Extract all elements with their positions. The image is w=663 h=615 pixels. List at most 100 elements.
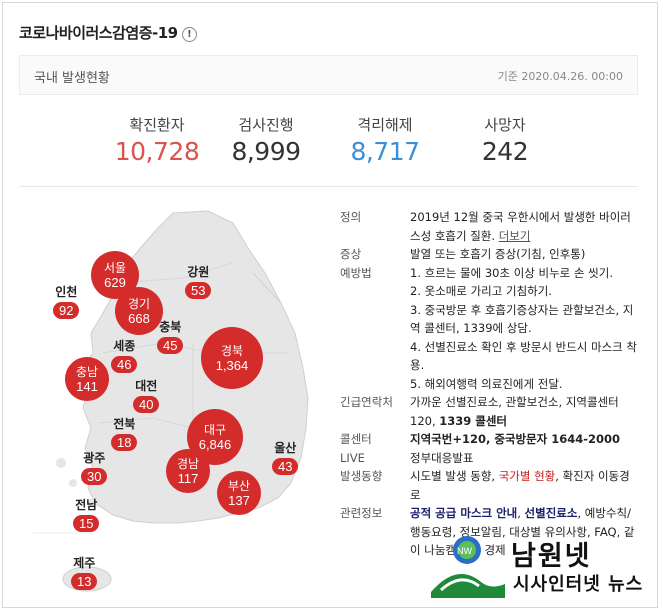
region-name: 인천 [55, 285, 78, 299]
region-count: 92 [53, 302, 80, 319]
stat-confirmed: 확진환자 10,728 [102, 114, 212, 166]
region-count: 141 [76, 378, 98, 394]
region-label-gangwon[interactable]: 강원 53 [185, 263, 212, 299]
region-count: 13 [71, 573, 98, 590]
more-link[interactable]: 더보기 [498, 228, 531, 243]
info-value: 발열 또는 호흡기 증상(기침, 인후통) [410, 247, 586, 261]
region-name: 전북 [113, 417, 136, 431]
contact-text: 가까운 선별진료소, 관할보건소, 지역콜센터 120, [410, 395, 619, 428]
stat-value: 10,728 [114, 137, 200, 166]
divider [19, 186, 638, 187]
stat-deaths: 사망자 242 [450, 114, 560, 166]
region-count: 6,846 [198, 436, 232, 452]
screening-clinic-link[interactable]: 선별진료소 [524, 506, 578, 520]
korea-outline [33, 210, 309, 592]
info-value: 시도별 발생 동향, 국가별 현황, 확진자 이동경로 [410, 469, 630, 502]
list-item: 2. 옷소매로 가리고 기침하기. [410, 284, 552, 298]
region-trend-link[interactable]: 시도별 발생 동향 [410, 469, 492, 483]
related-links[interactable]: 예방수칙/행동요령, 정보알림, 대상별 유의사항, FAQ, 같이 [410, 506, 635, 557]
exclamation-circle-icon[interactable]: ! [181, 27, 197, 42]
info-value: 지역국번+120, 중국방문자 1644-2000 [410, 432, 621, 446]
region-label-gwangju[interactable]: 광주 30 [81, 449, 108, 485]
region-label-chungbuk[interactable]: 충북 45 [157, 318, 184, 354]
info-key: 콜센터 [340, 432, 372, 446]
region-bubble-gyeongbuk[interactable]: 경북 1,364 [201, 327, 263, 389]
stat-released: 격리해제 8,717 [330, 114, 440, 166]
reference-date: 기준 2020.04.26. 00:00 [497, 70, 623, 83]
region-name: 세종 [113, 339, 136, 353]
korea-map: 서울 629 인천 92 경기 668 강원 53 충북 45 세종 46 충남… [33, 203, 333, 603]
info-key: 발생동향 [340, 469, 383, 483]
callcenter-1339: 1339 콜센터 [439, 413, 508, 428]
live-link[interactable]: 정부대응발표 [410, 450, 474, 465]
region-count: 53 [185, 282, 212, 299]
namwon-logo-icon: NW [431, 536, 505, 598]
watermark-title: 남원넷 [511, 541, 592, 572]
patient-route-link[interactable]: 확진자 이동경로 [410, 469, 630, 502]
region-count: 1,364 [215, 357, 249, 373]
region-count: 117 [177, 470, 199, 486]
region-count: 45 [157, 337, 184, 354]
info-row-trend: 발생동향 시도별 발생 동향, 국가별 현황, 확진자 이동경로 [340, 467, 640, 504]
watermark-subtitle: 시사인터넷 뉴스 [513, 574, 644, 595]
region-count: 15 [73, 515, 100, 532]
watermark-logo: NW 남원넷 시사인터넷 뉴스 [427, 530, 657, 610]
stat-testing: 검사진행 8,999 [211, 114, 321, 166]
info-row-prevention: 예방법 1. 흐르는 물에 30초 이상 비누로 손 씻기. 2. 옷소매로 가… [340, 264, 640, 394]
region-label-jeonbuk[interactable]: 전북 18 [111, 415, 138, 451]
info-row-symptoms: 증상 발열 또는 호흡기 증상(기침, 인후통) [340, 245, 640, 264]
stat-label: 격리해제 [357, 116, 413, 134]
info-value: 2019년 12월 중국 우한시에서 발생한 바이러스성 호흡기 질환. 더보기 [410, 208, 640, 245]
info-row-related: 관련정보 공적 공급 마스크 안내, 선별진료소, 예방수칙/행동요령, 정보알… [340, 504, 640, 560]
region-name: 전남 [75, 498, 98, 512]
region-name: 경남 [176, 456, 200, 471]
info-value: 공적 공급 마스크 안내, 선별진료소, 예방수칙/행동요령, 정보알림, 대상… [410, 506, 635, 557]
info-key: 증상 [340, 247, 362, 261]
region-name: 부산 [227, 478, 251, 493]
prevention-list: 1. 흐르는 물에 30초 이상 비누로 손 씻기. 2. 옷소매로 가리고 기… [410, 264, 640, 394]
mask-info-link[interactable]: 공적 공급 마스크 안내 [410, 506, 518, 520]
region-count: 46 [111, 356, 138, 373]
region-name: 서울 [103, 260, 127, 275]
region-bubble-gyeongnam[interactable]: 경남 117 [166, 449, 210, 493]
region-count: 629 [104, 274, 126, 290]
covid-panel: 코로나바이러스감염증-19! 국내 발생현황 기준 2020.04.26. 00… [2, 2, 658, 608]
region-bubble-seoul[interactable]: 서울 629 [91, 251, 139, 299]
definition-text: 2019년 12월 중국 우한시에서 발생한 바이러스성 호흡기 질환. [410, 210, 631, 243]
region-bubble-busan[interactable]: 부산 137 [217, 471, 261, 515]
stat-label: 확진환자 [129, 116, 185, 134]
list-item: 3. 중국방문 후 호흡기증상자는 관할보건소, 지역 콜센터, 1339에 상… [410, 302, 634, 336]
info-row-contact: 긴급연락처 가까운 선별진료소, 관할보건소, 지역콜센터 120, 1339 … [340, 393, 640, 430]
region-count: 43 [272, 458, 299, 475]
region-count: 137 [228, 492, 250, 508]
region-name: 경북 [220, 343, 244, 358]
info-value: 가까운 선별진료소, 관할보건소, 지역콜센터 120, 1339 콜센터 [410, 393, 640, 430]
section-label: 국내 발생현황 [34, 71, 110, 86]
region-count: 30 [81, 468, 108, 485]
region-label-jeju[interactable]: 제주 13 [71, 554, 98, 590]
stat-label: 검사진행 [238, 116, 294, 134]
region-label-daejeon[interactable]: 대전 40 [133, 377, 160, 413]
region-name: 대전 [135, 379, 158, 393]
region-name: 대구 [203, 422, 227, 437]
region-bubble-gyeonggi[interactable]: 경기 668 [115, 287, 163, 335]
status-bar: 국내 발생현황 기준 2020.04.26. 00:00 [19, 55, 638, 95]
region-count: 40 [133, 396, 160, 413]
region-label-ulsan[interactable]: 울산 43 [272, 439, 299, 475]
country-status-link[interactable]: 국가별 현황 [498, 469, 556, 483]
list-item: 4. 선별진료소 확인 후 방문시 반드시 마스크 착용. [410, 339, 637, 373]
info-panel: 정의 2019년 12월 중국 우한시에서 발생한 바이러스성 호흡기 질환. … [340, 208, 640, 560]
svg-text:NW: NW [457, 546, 472, 556]
page-title: 코로나바이러스감염증-19! [19, 22, 197, 43]
region-label-sejong[interactable]: 세종 46 [111, 337, 138, 373]
info-key: 예방법 [340, 265, 372, 280]
info-key: LIVE [340, 450, 365, 465]
region-label-incheon[interactable]: 인천 92 [53, 283, 80, 319]
region-label-jeonnam[interactable]: 전남 15 [73, 496, 100, 532]
stat-label: 사망자 [484, 116, 526, 134]
region-name: 충남 [75, 364, 99, 379]
region-bubble-chungnam[interactable]: 충남 141 [65, 357, 109, 401]
info-row-live: LIVE 정부대응발표 [340, 449, 640, 468]
region-name: 광주 [83, 451, 106, 465]
info-row-definition: 정의 2019년 12월 중국 우한시에서 발생한 바이러스성 호흡기 질환. … [340, 208, 640, 245]
